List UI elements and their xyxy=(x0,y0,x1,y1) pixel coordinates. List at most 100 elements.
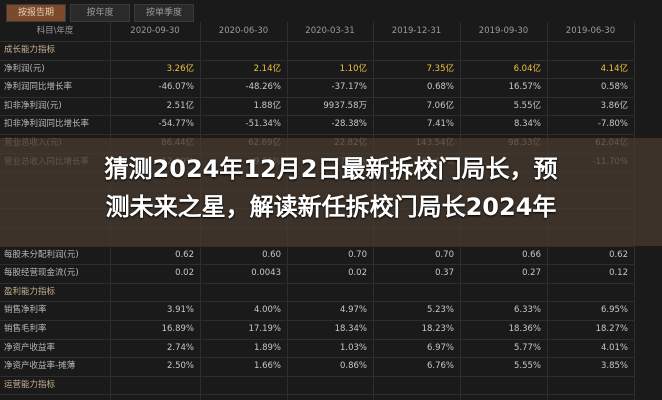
cell-value: 1.10亿 xyxy=(339,63,367,74)
cell-value: 3.86亿 xyxy=(600,100,628,111)
cell-value: 2.51亿 xyxy=(166,100,194,111)
cell-value: 0.58% xyxy=(600,82,628,93)
cell-value: 1.88亿 xyxy=(253,100,281,111)
cell-value: 0.02 xyxy=(348,268,367,279)
cell-value: 5.77% xyxy=(513,342,541,353)
cell-value: -37.17% xyxy=(331,82,367,93)
row-divider xyxy=(0,264,634,266)
section-label: 盈利能力指标 xyxy=(4,286,56,297)
cell-value: -48.26% xyxy=(245,82,281,93)
cell-value: 6.33% xyxy=(513,305,541,316)
cell-value: 2.50% xyxy=(166,361,194,372)
cell-value: -51.34% xyxy=(245,119,281,130)
row-label: 每股未分配利润(元) xyxy=(4,249,79,260)
cell-value: 1.89% xyxy=(253,342,281,353)
row-divider xyxy=(0,96,634,98)
row-divider xyxy=(0,78,634,80)
cell-value: 7.35亿 xyxy=(426,63,454,74)
section-label: 运营能力指标 xyxy=(4,379,56,390)
cell-value: 2.74% xyxy=(166,342,194,353)
row-divider xyxy=(0,59,634,61)
section-label: 成长能力指标 xyxy=(4,45,56,55)
cell-value: 9937.58万 xyxy=(323,100,367,111)
row-divider xyxy=(0,245,634,247)
column-header: 2020-09-30 xyxy=(130,26,180,36)
column-header: 2020-03-31 xyxy=(305,26,355,36)
row-divider xyxy=(0,394,634,396)
cell-value: 0.70 xyxy=(348,249,367,260)
tab[interactable]: 按单季度 xyxy=(134,4,194,22)
cell-value: 0.02 xyxy=(175,268,194,279)
row-label: 扣非净利润同比增长率 xyxy=(4,119,90,130)
cell-value: 0.68% xyxy=(426,82,454,93)
row-label: 净资产收益率-摊薄 xyxy=(4,361,76,372)
tab[interactable]: 按年度 xyxy=(70,4,130,22)
cell-value: 18.36% xyxy=(508,324,541,334)
row-divider xyxy=(0,282,634,284)
column-header: 2019-12-31 xyxy=(391,26,442,36)
row-divider xyxy=(0,375,634,377)
cell-value: 3.85% xyxy=(600,361,628,372)
row-label: 每股经营现金流(元) xyxy=(4,268,79,279)
column-header: 2019-06-30 xyxy=(565,26,616,36)
cell-value: 0.27 xyxy=(522,268,541,279)
cell-value: 5.55亿 xyxy=(513,100,541,111)
cell-value: 0.70 xyxy=(435,249,454,260)
row-label: 销售毛利率 xyxy=(4,324,47,334)
cell-value: 4.14亿 xyxy=(600,63,628,74)
cell-value: 17.19% xyxy=(248,324,281,334)
cell-value: 2.14亿 xyxy=(253,63,281,74)
overlay-band xyxy=(0,138,662,246)
cell-value: 8.34% xyxy=(513,119,541,130)
cell-value: 18.27% xyxy=(595,324,628,334)
row-divider xyxy=(0,320,634,321)
cell-value: 4.00% xyxy=(253,305,281,316)
row-divider xyxy=(0,357,634,359)
row-divider xyxy=(0,115,634,117)
row-divider xyxy=(0,301,634,303)
cell-value: 5.23% xyxy=(426,305,454,316)
cell-value: 7.06亿 xyxy=(426,100,454,111)
cell-value: 1.03% xyxy=(339,342,367,353)
cell-value: 7.41% xyxy=(426,119,454,130)
row-label: 净利润(元) xyxy=(4,63,45,74)
cell-value: 0.86% xyxy=(339,361,367,372)
overlay-title: 猜测2024年12月2日最新拆校门局长，预 xyxy=(104,155,558,183)
cell-value: 6.04亿 xyxy=(513,63,541,74)
column-header: 2019-09-30 xyxy=(478,26,529,36)
row-divider xyxy=(0,338,634,340)
cell-value: -46.07% xyxy=(158,82,194,93)
tab[interactable]: 按报告期 xyxy=(6,4,66,22)
row-divider xyxy=(0,134,634,135)
overlay-title: 测未来之星，解读新任拆校门局长2024年 xyxy=(105,193,557,221)
cell-value: 0.62 xyxy=(609,249,628,260)
cell-value: 0.12 xyxy=(609,268,628,279)
cell-value: 0.66 xyxy=(522,249,541,260)
cell-value: 0.0043 xyxy=(251,268,281,279)
row-label: 净利润同比增长率 xyxy=(4,82,73,93)
row-divider xyxy=(0,41,634,42)
cell-value: 0.60 xyxy=(262,249,281,260)
cell-value: 0.62 xyxy=(175,249,194,260)
cell-value: 4.01% xyxy=(600,342,628,353)
cell-value: 3.91% xyxy=(166,305,194,316)
cell-value: 3.26亿 xyxy=(166,63,194,74)
cell-value: 1.66% xyxy=(253,361,281,372)
cell-value: 5.55% xyxy=(513,361,541,372)
cell-value: -28.38% xyxy=(331,119,367,130)
cell-value: 6.95% xyxy=(600,305,628,316)
cell-value: 6.97% xyxy=(426,342,454,353)
column-header: 2020-06-30 xyxy=(218,26,269,36)
cell-value: -54.77% xyxy=(158,119,194,130)
cell-value: 4.97% xyxy=(339,305,367,316)
row-label: 扣非净利润(元) xyxy=(4,100,62,111)
cell-value: 18.34% xyxy=(334,324,367,334)
cell-value: 18.23% xyxy=(421,324,454,334)
cell-value: 6.76% xyxy=(426,361,454,372)
cell-value: 16.89% xyxy=(161,324,194,334)
row-label: 净资产收益率 xyxy=(4,342,56,353)
row-label: 销售净利率 xyxy=(4,305,47,316)
cell-value: 16.57% xyxy=(508,82,541,93)
cell-value: -7.80% xyxy=(597,119,628,130)
